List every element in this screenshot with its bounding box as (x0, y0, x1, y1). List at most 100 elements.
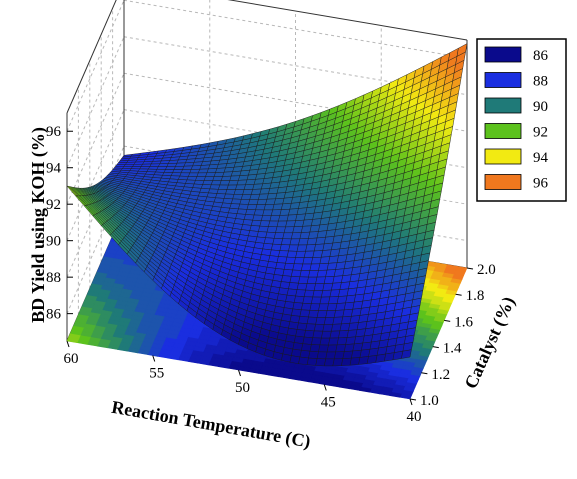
surface-cell (271, 209, 282, 216)
z-axis-ticks: 86 88 90 92 94 96 (46, 124, 73, 323)
surface-cell (248, 199, 259, 205)
surface-cell (312, 290, 324, 298)
grid-line (66, 36, 125, 168)
surface-cell (291, 308, 302, 317)
surface-cell (188, 172, 199, 177)
y-tick-label: 1.0 (420, 393, 439, 409)
legend-box (476, 38, 567, 202)
y-axis-ticks: 1.0 1.2 1.4 1.6 1.8 2.0 (409, 262, 496, 409)
surface-cell (333, 309, 345, 318)
surface-cell (258, 193, 269, 200)
surface-cell (256, 231, 268, 238)
surface-cell (295, 329, 306, 338)
surface-cell (309, 263, 321, 271)
surface-cell (255, 204, 266, 211)
surface-cell (328, 296, 339, 305)
x-axis-ticks: 60 55 50 45 40 (64, 340, 422, 425)
surface-cell (315, 276, 326, 284)
z-tick-label: 90 (46, 234, 61, 250)
surface-cell (236, 208, 248, 215)
legend-swatch (484, 148, 522, 165)
surface-cell (283, 262, 295, 271)
surface-cell (298, 316, 309, 324)
surface-cell (215, 193, 226, 199)
surface-cell (299, 309, 311, 318)
surface-cell (238, 203, 249, 210)
surface-cell (316, 351, 328, 360)
surface-cell (305, 283, 316, 291)
surface-cell (235, 184, 246, 190)
surface-cell (296, 322, 308, 331)
response-surface-mesh (66, 43, 468, 367)
legend: 86 88 90 92 94 96 (476, 38, 567, 202)
z-tick-label: 94 (46, 161, 62, 177)
surface-cell (309, 344, 321, 353)
surface-cell (306, 237, 318, 246)
surface-cell (253, 209, 265, 216)
surface-cell (206, 168, 218, 174)
surface-cell (252, 214, 263, 221)
surface-cell (301, 343, 312, 352)
surface-cell (225, 189, 236, 195)
surface-cell (286, 288, 298, 297)
surface-cell (259, 220, 271, 227)
surface-cell (292, 302, 304, 311)
surface-cell (309, 303, 321, 311)
grid-line (66, 0, 125, 132)
surface-cell (272, 203, 283, 211)
surface-cell (263, 204, 275, 211)
box-edge (227, 0, 468, 41)
y-tick-label: 1.4 (443, 341, 462, 357)
surface-cell (316, 310, 328, 318)
surface-cell (246, 204, 258, 211)
surface-cell (182, 165, 193, 170)
surface-cell (296, 282, 308, 291)
surface-cell (303, 289, 315, 298)
z-tick-label: 86 (46, 307, 62, 323)
legend-swatch (484, 174, 522, 190)
y-tick-label: 2.0 (477, 262, 496, 278)
surface-cell (311, 337, 322, 346)
surface-cell (282, 232, 293, 240)
surface-cell (288, 244, 299, 252)
surface-cell (289, 276, 301, 284)
surface-cell (326, 344, 338, 353)
z-tick-label: 88 (46, 270, 61, 286)
surface-cell (275, 262, 286, 270)
surface-cell (243, 214, 255, 221)
surface-cell (273, 232, 285, 239)
surface-cell (298, 276, 309, 284)
surface-cell (216, 189, 228, 195)
x-tick-mark (152, 355, 156, 362)
x-tick-label: 40 (407, 409, 422, 425)
surface-cell (318, 263, 329, 271)
surface-cell (220, 175, 232, 181)
surface-cell (242, 189, 253, 195)
surface-cell (281, 238, 292, 246)
surface-cell (302, 296, 314, 304)
surface-cell (295, 289, 306, 297)
surface-cell (286, 250, 298, 258)
surface-cell (263, 237, 275, 245)
surface-cell (166, 162, 178, 167)
surface-cell (301, 302, 312, 311)
surface-cell (173, 165, 185, 170)
y-tick-label: 1.2 (431, 367, 450, 383)
surface-cell (239, 199, 251, 205)
surface-cell (336, 337, 348, 346)
y-tick-mark (421, 372, 428, 375)
legend-label: 92 (533, 125, 548, 141)
surface-cell (325, 269, 336, 278)
surface-cell (285, 256, 296, 264)
surface-cell (296, 244, 308, 252)
surface-cell (258, 225, 269, 233)
legend-swatch (484, 46, 522, 63)
surface-cell (308, 350, 319, 359)
surface-cell (165, 166, 176, 170)
y-axis-title: Catalyst (%) (460, 294, 519, 393)
surface-cell (180, 169, 192, 174)
surface-cell (325, 310, 336, 318)
surface-cell (219, 180, 231, 186)
surface-cell (291, 269, 302, 278)
surface-cell (281, 275, 292, 283)
